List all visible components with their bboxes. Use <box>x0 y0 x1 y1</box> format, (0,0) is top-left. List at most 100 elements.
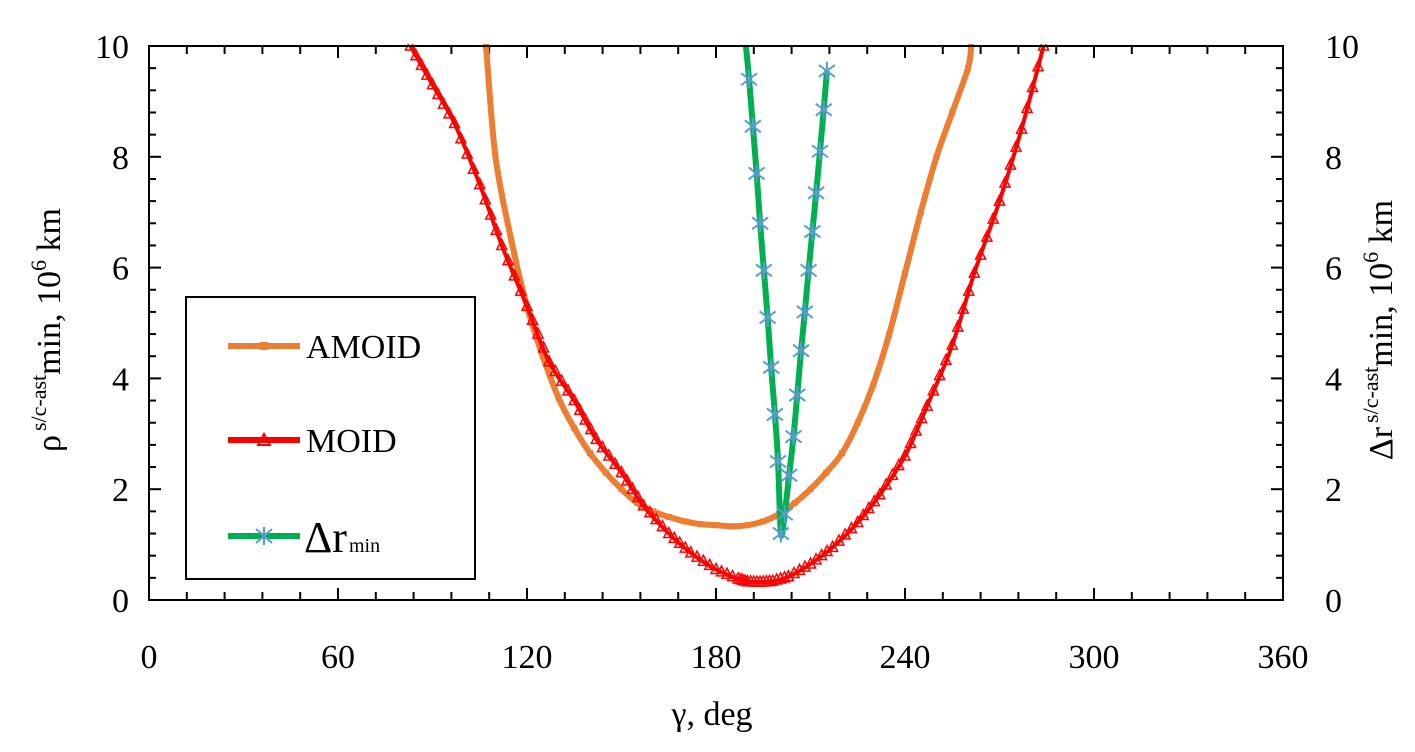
moid-point <box>649 511 663 525</box>
delta-r-point <box>807 183 825 202</box>
amoid-point <box>823 469 830 476</box>
moid-point <box>662 525 675 539</box>
delta-r-point <box>769 452 787 471</box>
legend-moid-marker <box>256 431 272 446</box>
moid-point <box>514 283 527 296</box>
delta-r-point <box>811 142 829 161</box>
y-tick-label-left: 4 <box>112 361 129 398</box>
moid-point <box>832 533 846 546</box>
moid-point <box>868 493 881 507</box>
y-left-rest: min, 10 <box>31 271 68 375</box>
moid-point <box>851 514 864 528</box>
y-right-unit-sup: 6 <box>1358 252 1383 263</box>
legend: AMOID MOID Δr min <box>185 296 476 580</box>
delta-r-point <box>800 261 818 280</box>
y-tick-label-left: 6 <box>112 251 129 288</box>
legend-delta-symbol: Δr <box>304 513 347 562</box>
moid-point <box>561 383 575 396</box>
moid-point <box>626 481 639 494</box>
x-tick-label: 0 <box>141 639 158 676</box>
moid-point <box>495 237 509 251</box>
x-tick-label: 240 <box>880 639 931 676</box>
moid-point <box>968 265 981 278</box>
moid-point <box>845 520 858 534</box>
moid-point <box>820 543 834 557</box>
moid-point <box>508 268 521 281</box>
y-tick-label-right: 0 <box>1325 583 1342 620</box>
moid-point <box>1009 139 1023 152</box>
amoid-point <box>760 518 767 525</box>
amoid-point <box>681 518 688 525</box>
amoid-point <box>917 209 924 216</box>
moid-point <box>951 319 964 332</box>
moid-point <box>542 354 556 367</box>
moid-point <box>1015 121 1028 134</box>
amoid-point <box>791 500 798 507</box>
y-tick-label-left: 0 <box>112 583 129 620</box>
y-axis-title-right: Δr s/c-astmin, 106 km <box>1358 200 1400 460</box>
moid-point <box>473 176 486 190</box>
y-axis-title-left: ρ s/c-astmin, 106 km <box>26 208 68 452</box>
moid-point <box>774 571 787 584</box>
moid-point <box>974 247 987 260</box>
moid-point <box>1004 157 1017 170</box>
amoid-point <box>728 523 735 530</box>
moid-point <box>454 131 468 144</box>
moid-point <box>426 77 439 90</box>
y-tick-label-right: 6 <box>1325 251 1342 288</box>
delta-r-point <box>744 117 762 136</box>
delta-r-point <box>803 222 821 241</box>
moid-point <box>531 326 545 339</box>
x-tick-label: 300 <box>1069 639 1120 676</box>
moid-point <box>857 507 870 521</box>
amoid-point <box>587 450 593 457</box>
legend-amoid-label: AMOID <box>306 329 421 366</box>
y-right-unit: km <box>1363 200 1400 252</box>
moid-point <box>804 556 817 569</box>
moid-point <box>501 252 515 266</box>
moid-point <box>809 552 823 565</box>
moid-point <box>697 553 710 566</box>
moid-point <box>778 570 791 583</box>
moid-point <box>537 340 550 353</box>
amoid-point <box>713 522 719 529</box>
moid-point <box>437 96 450 109</box>
moid-point <box>980 229 994 242</box>
delta-r-point <box>772 524 790 543</box>
moid-point <box>826 539 839 553</box>
y-tick-label-left: 2 <box>112 472 129 509</box>
amoid-point <box>650 508 656 515</box>
legend-delta-marker <box>255 527 273 545</box>
moid-point <box>909 423 923 436</box>
plot-frame <box>148 45 1284 601</box>
moid-point <box>631 489 645 503</box>
moid-point <box>962 283 976 296</box>
moid-point <box>409 48 423 61</box>
delta-r-point <box>780 466 798 485</box>
delta-r-point <box>788 386 806 405</box>
moid-point <box>573 402 586 416</box>
y-tick-label-right: 4 <box>1325 361 1342 398</box>
delta-r-point <box>759 308 777 327</box>
moid-point <box>643 505 657 518</box>
delta-r-point <box>818 61 836 80</box>
moid-point <box>420 67 434 80</box>
moid-point <box>602 448 616 461</box>
moid-point <box>415 57 428 71</box>
y-tick-label-right: 10 <box>1325 29 1359 66</box>
x-tick-label: 120 <box>502 639 553 676</box>
moid-point <box>726 568 739 582</box>
delta-r-point <box>740 70 758 89</box>
moid-point <box>679 540 692 553</box>
moid-point <box>467 161 480 175</box>
moid-point <box>479 192 492 205</box>
legend-delta-sub: min <box>349 535 380 557</box>
moid-point <box>766 573 779 586</box>
moid-point <box>770 572 783 585</box>
y-left-unit: km <box>31 208 68 260</box>
amoid-point <box>933 153 940 160</box>
legend-delta-label: Δr min <box>304 513 380 562</box>
moid-point <box>815 548 828 561</box>
